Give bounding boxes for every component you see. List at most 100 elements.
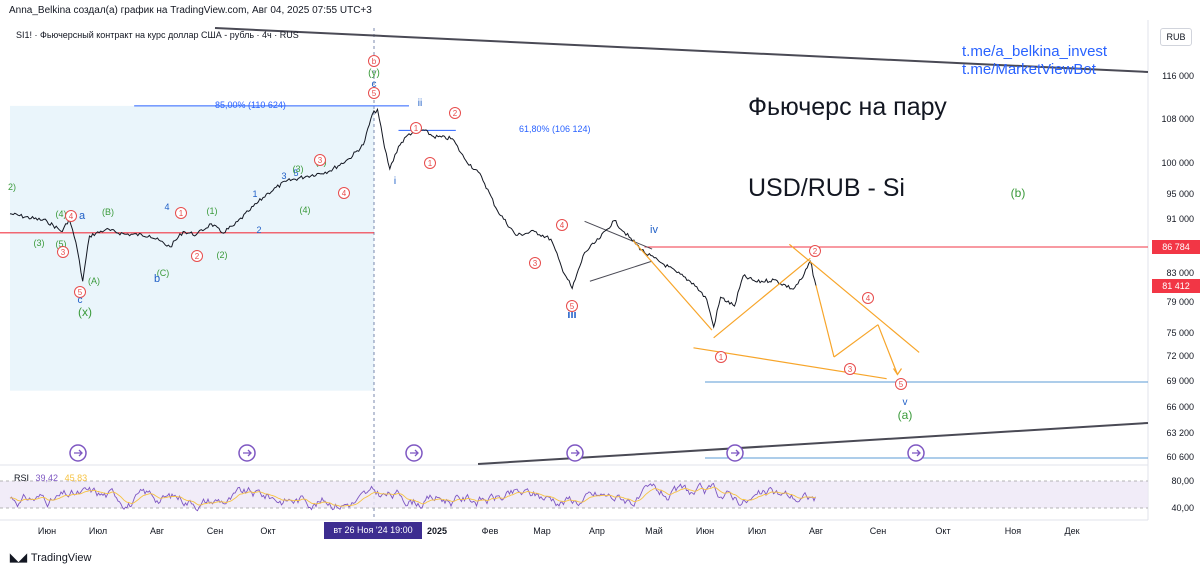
wave-i: i bbox=[394, 176, 396, 187]
wave-5-circle-d-ring bbox=[895, 378, 907, 390]
time-tick: Мар bbox=[533, 526, 551, 536]
wave-1-circle-b-ring bbox=[175, 207, 187, 219]
wave-B: (B) bbox=[102, 207, 114, 217]
wave-4-circle-b: 4 bbox=[342, 189, 347, 198]
time-tick: Июн bbox=[37, 526, 57, 536]
wave-3-circle-d: 3 bbox=[848, 365, 853, 374]
time-tick: Окт bbox=[935, 526, 951, 536]
price-tick: 116 000 bbox=[1162, 71, 1194, 81]
wave-5-circle-a-ring bbox=[74, 286, 86, 298]
wave-1-small: 1 bbox=[252, 189, 257, 199]
pattern-line-5 bbox=[877, 324, 899, 375]
wave-3-circle-b-ring bbox=[314, 154, 326, 166]
wedge-line-upper bbox=[584, 220, 653, 250]
author-header: Anna_Belkina создал(а) график на Trading… bbox=[9, 5, 372, 16]
wave-4-paren-b: (4) bbox=[300, 205, 311, 215]
trendline-lower bbox=[477, 422, 1149, 465]
wave-4-paren: (4) bbox=[56, 209, 67, 219]
time-tick: Июл bbox=[747, 526, 767, 536]
wave-a-big: (a) bbox=[898, 408, 913, 422]
wave-v: v bbox=[903, 397, 908, 408]
event-marker-arrow-5 bbox=[912, 449, 921, 457]
chart-title-line2: USD/RUB - Si bbox=[748, 174, 905, 202]
chart-title: Фьючерс на пару USD/RUB - Si bbox=[748, 40, 947, 229]
pattern-line-3 bbox=[815, 285, 835, 358]
price-tick: 69 000 bbox=[1166, 376, 1194, 386]
time-tick: 2025 bbox=[426, 526, 448, 536]
price-tag-1: 81 412 bbox=[1152, 278, 1200, 293]
wave-5-paren: (5) bbox=[56, 239, 67, 249]
wave-2-circle-d-ring bbox=[809, 245, 821, 257]
wave-2-paren: (2) bbox=[217, 250, 228, 260]
wave-2-circle-d: 2 bbox=[813, 247, 818, 256]
wave-1-circle-c-ring bbox=[410, 122, 422, 134]
wave-x: (x) bbox=[78, 305, 92, 319]
time-tick: Дек bbox=[1064, 526, 1080, 536]
wave-1-circle-b: 1 bbox=[179, 209, 184, 218]
price-tick: 100 000 bbox=[1161, 158, 1194, 168]
wedge-line-lower bbox=[589, 260, 653, 282]
time-tick: Апр bbox=[589, 526, 605, 536]
wave-3-small: 3 bbox=[281, 171, 286, 181]
time-tick: Окт bbox=[260, 526, 276, 536]
link-belkina[interactable]: t.me/a_belkina_invest bbox=[962, 43, 1108, 60]
crosshair-time-label: вт 26 Ноя '24 19:00 bbox=[324, 522, 422, 539]
wave-b-circle-ring bbox=[368, 55, 380, 67]
wave-ii: ii bbox=[418, 98, 422, 109]
wave-5-circle-d: 5 bbox=[899, 380, 904, 389]
wave-4-circle-a: 4 bbox=[69, 212, 74, 221]
rsi-legend[interactable]: RSI 39,42 45,83 bbox=[14, 473, 87, 483]
time-tick: Сен bbox=[869, 526, 887, 536]
tradingview-mark-icon: ◣◢ bbox=[10, 552, 27, 564]
wave-y: (y) bbox=[368, 68, 380, 79]
wave-5-top-ring bbox=[368, 87, 380, 99]
event-marker-arrow-4 bbox=[731, 449, 740, 457]
chart-title-line1: Фьючерс на пару bbox=[748, 93, 947, 121]
tradingview-logo[interactable]: ◣◢ TradingView bbox=[10, 551, 91, 564]
fib-label-618: 61,80% (106 124) bbox=[519, 124, 591, 134]
price-tick: 60 600 bbox=[1166, 452, 1194, 462]
pattern-line-0 bbox=[693, 347, 887, 380]
wave-4-small: 4 bbox=[164, 202, 169, 212]
time-tick: Авг bbox=[808, 526, 824, 536]
pattern-line-6 bbox=[632, 240, 713, 331]
price-tick: 91 000 bbox=[1166, 214, 1194, 224]
wave-c-top: c bbox=[372, 79, 377, 90]
rsi-tick: 40,00 bbox=[1171, 503, 1194, 513]
wave-4-circle-b-ring bbox=[338, 187, 350, 199]
symbol-line[interactable]: SI1! · Фьючерсный контракт на курс долла… bbox=[16, 30, 299, 40]
currency-selector[interactable]: RUB bbox=[1160, 28, 1192, 46]
wave-3-circle-a: 3 bbox=[61, 248, 66, 257]
time-tick: Сен bbox=[206, 526, 224, 536]
wave-5-top: 5 bbox=[372, 89, 377, 98]
price-tick: 79 000 bbox=[1166, 297, 1194, 307]
wave-3-circle-c: 3 bbox=[533, 259, 538, 268]
wave-4-circle-a-ring bbox=[65, 210, 77, 222]
rsi-value-1: 39,42 bbox=[35, 473, 59, 483]
wave-C: (C) bbox=[157, 268, 170, 278]
wave-3-circle-c-ring bbox=[529, 257, 541, 269]
link-marketviewbot[interactable]: t.me/MarketViewBot bbox=[962, 61, 1096, 78]
wave-1-a-ring bbox=[424, 157, 436, 169]
price-tick: 66 000 bbox=[1166, 402, 1194, 412]
wave-2-a-ring bbox=[449, 107, 461, 119]
wave-1-circle-d: 1 bbox=[719, 353, 724, 362]
event-marker-arrow-3 bbox=[571, 449, 580, 457]
wave-3-paren-b: (3) bbox=[293, 164, 304, 174]
wave-iii: iii bbox=[567, 309, 576, 321]
price-tag-0: 86 784 bbox=[1152, 240, 1200, 254]
price-tick: 108 000 bbox=[1161, 114, 1194, 124]
wave-2-circle-b: 2 bbox=[195, 252, 200, 261]
zone-box bbox=[10, 105, 374, 391]
wave-a-small: a bbox=[79, 210, 86, 222]
price-tick: 95 000 bbox=[1166, 189, 1194, 199]
price-tick: 63 200 bbox=[1166, 428, 1194, 438]
wave-1-circle-d-ring bbox=[715, 351, 727, 363]
rsi-pane: 80,00 40,00 bbox=[0, 476, 1194, 513]
wave-4-circle-c: 4 bbox=[560, 221, 565, 230]
price-tick: 75 000 bbox=[1166, 328, 1194, 338]
trendline-upper bbox=[214, 27, 1149, 73]
